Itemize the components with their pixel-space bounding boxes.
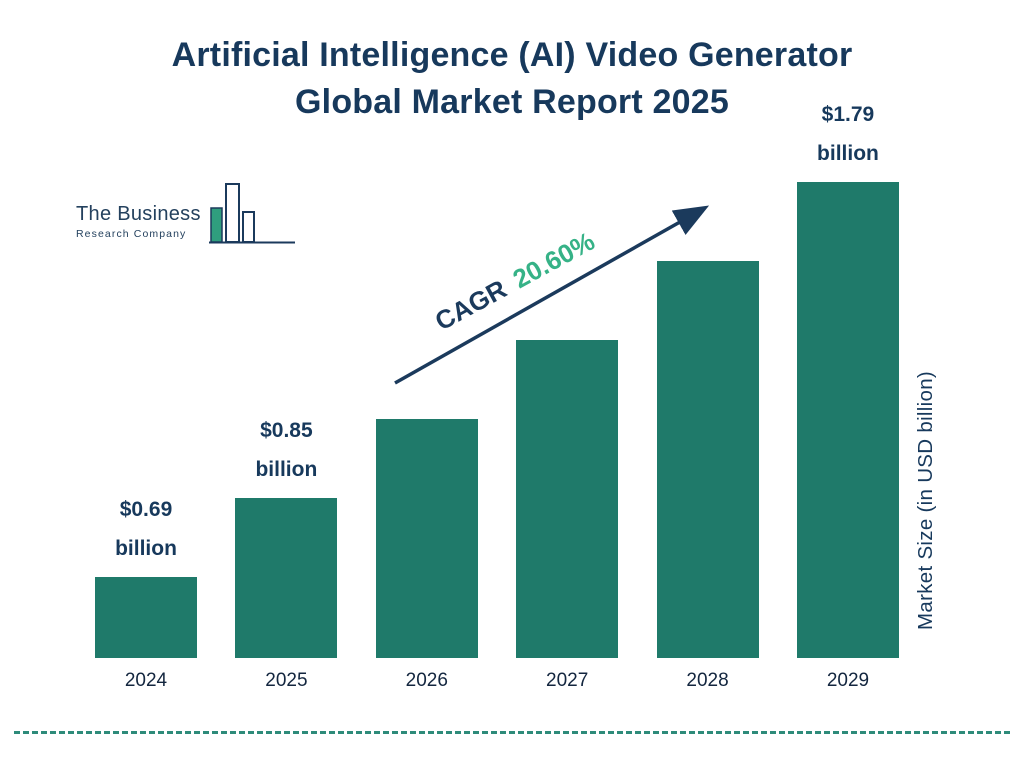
bar xyxy=(375,419,478,658)
bar xyxy=(235,498,338,658)
bar-column: 2027 xyxy=(516,94,619,694)
bar-column: 2028 xyxy=(656,94,759,694)
company-logo: The Business Research Company xyxy=(76,182,297,244)
bar-value-unit: billion xyxy=(115,537,177,561)
bar xyxy=(516,340,619,658)
bar-chart-logo-icon xyxy=(208,183,295,244)
bar-value-amount: $1.79 xyxy=(821,103,875,127)
bar xyxy=(656,261,759,658)
x-axis-label: 2025 xyxy=(265,670,308,691)
bar-value-unit: billion xyxy=(817,142,879,166)
y-axis-label: Market Size (in USD billion) xyxy=(914,370,937,630)
bar-column: $0.69 billion 2024 xyxy=(95,94,197,694)
x-axis-label: 2024 xyxy=(124,670,168,691)
title-line-1: Artificial Intelligence (AI) Video Gener… xyxy=(171,36,853,74)
bar-value-label: $1.79 billion xyxy=(817,96,879,174)
logo-name: The Business xyxy=(76,203,201,225)
bar-value-unit: billion xyxy=(255,458,318,482)
x-axis-label: 2028 xyxy=(686,670,729,691)
x-axis-label: 2026 xyxy=(405,670,448,691)
x-axis-label: 2027 xyxy=(546,670,589,691)
title-line-2: Global Market Report 2025 xyxy=(295,82,729,121)
logo-subtitle: Research Company xyxy=(76,228,187,240)
bar-value-label: $0.69 billion xyxy=(115,491,177,569)
bar-column: $1.79 billion 2029 xyxy=(796,94,899,694)
bottom-dashed-divider xyxy=(14,731,1010,734)
bar-value-amount: $0.69 xyxy=(119,498,173,522)
x-axis-label: 2029 xyxy=(826,670,870,691)
bar xyxy=(95,577,197,658)
logo-text: The Business Research Company xyxy=(76,203,201,244)
cagr-trend-arrow xyxy=(394,205,710,385)
page-title: Artificial Intelligence (AI) Video Gener… xyxy=(0,32,1024,126)
bar-column: 2026 xyxy=(375,94,478,694)
bar xyxy=(796,182,899,658)
bar-value-amount: $0.85 xyxy=(260,419,313,443)
bar-column: $0.85 billion 2025 xyxy=(235,94,338,694)
chart-area: $0.69 billion 2024 $0.85 billion 2025 2026 2027… xyxy=(95,94,899,694)
bar-value-label: $0.85 billion xyxy=(255,412,317,490)
